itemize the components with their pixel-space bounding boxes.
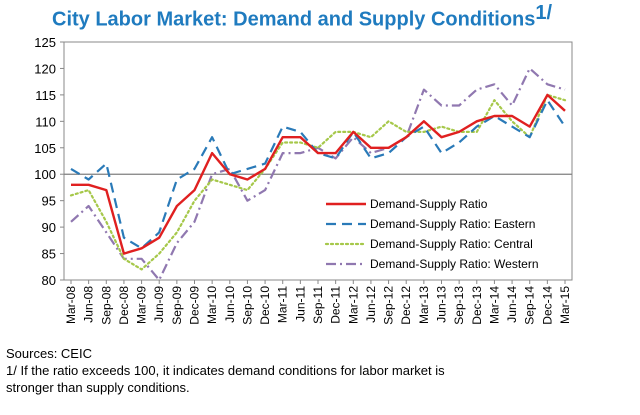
x-tick-label-Mar-08: Mar-08: [64, 286, 78, 324]
source-text: Sources: CEIC: [6, 346, 92, 361]
x-tick-label-Mar-11: Mar-11: [276, 286, 290, 323]
x-tick-label-Jun-08: Jun-08: [82, 286, 96, 323]
chart-title-text: City Labor Market: Demand and Supply Con…: [52, 8, 536, 31]
x-tick-label-Sep-14: Sep-14: [523, 286, 537, 325]
x-tick-label-Jun-14: Jun-14: [505, 286, 519, 323]
legend-label-4: Demand-Supply Ratio: Western: [370, 257, 539, 271]
x-tick-label-Mar-14: Mar-14: [487, 286, 501, 324]
chart-title-note: 1/: [535, 2, 553, 24]
y-tick-label-105: 105: [34, 141, 56, 156]
x-tick-label-Sep-09: Sep-09: [170, 286, 184, 325]
y-tick-label-120: 120: [34, 61, 56, 76]
x-tick-label-Jun-11: Jun-11: [293, 286, 307, 322]
y-tick-label-90: 90: [42, 220, 56, 235]
series-line-3: [69, 93, 567, 271]
chart-title: City Labor Market: Demand and Supply Con…: [52, 2, 632, 32]
x-tick-label-Mar-09: Mar-09: [135, 286, 149, 324]
legend-label-3: Demand-Supply Ratio: Central: [370, 237, 533, 251]
series-line-1: [71, 93, 566, 255]
x-tick-label-Dec-09: Dec-09: [188, 286, 202, 325]
x-tick-label-Sep-12: Sep-12: [382, 286, 396, 325]
x-tick-label-Mar-10: Mar-10: [205, 286, 219, 324]
chart-footer: Sources: CEIC 1/ If the ratio exceeds 10…: [6, 345, 626, 396]
x-tick-label-Sep-10: Sep-10: [240, 286, 254, 325]
x-tick-label-Jun-09: Jun-09: [152, 286, 166, 323]
y-tick-label-80: 80: [42, 273, 56, 288]
x-tick-label-Sep-11: Sep-11: [311, 286, 325, 324]
x-tick-label-Sep-08: Sep-08: [99, 286, 113, 325]
legend-label-1: Demand-Supply Ratio: [370, 197, 488, 211]
x-tick-label-Mar-12: Mar-12: [346, 286, 360, 324]
footnote-line-2: stronger than supply conditions.: [6, 380, 190, 395]
y-tick-label-95: 95: [42, 194, 56, 209]
x-tick-label-Mar-13: Mar-13: [417, 286, 431, 324]
legend-label-2: Demand-Supply Ratio: Eastern: [370, 217, 535, 231]
x-tick-label-Sep-13: Sep-13: [452, 286, 466, 325]
y-tick-label-110: 110: [35, 114, 56, 129]
y-tick-label-115: 115: [35, 88, 56, 103]
y-tick-label-125: 125: [34, 35, 56, 50]
x-tick-label-Dec-12: Dec-12: [399, 286, 413, 325]
x-tick-label-Dec-10: Dec-10: [258, 286, 272, 325]
x-tick-label-Jun-13: Jun-13: [435, 286, 449, 323]
x-tick-label-Dec-11: Dec-11: [329, 286, 343, 324]
x-tick-label-Dec-14: Dec-14: [540, 286, 554, 325]
series-line-4: [70, 67, 566, 282]
x-tick-label-Dec-13: Dec-13: [470, 286, 484, 325]
x-tick-label-Jun-10: Jun-10: [223, 286, 237, 323]
x-tick-label-Dec-08: Dec-08: [117, 286, 131, 325]
x-tick-label-Jun-12: Jun-12: [364, 286, 378, 323]
y-tick-label-100: 100: [34, 167, 56, 182]
footnote-line-1: 1/ If the ratio exceeds 100, it indicate…: [6, 363, 445, 378]
x-tick-label-Mar-15: Mar-15: [558, 286, 572, 324]
y-tick-label-85: 85: [42, 247, 56, 262]
